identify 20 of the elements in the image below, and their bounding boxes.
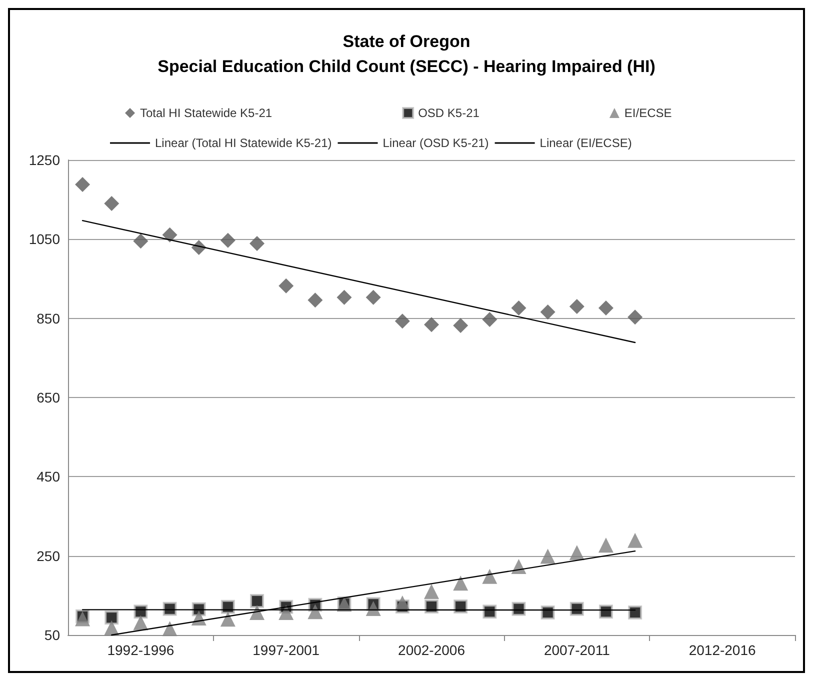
y-tick-label: 450 xyxy=(36,468,60,485)
chart-title: State of Oregon xyxy=(342,32,470,51)
legend-label: OSD K5-21 xyxy=(418,106,480,120)
x-tick-label: 2007-2011 xyxy=(544,642,610,658)
y-tick-label: 1250 xyxy=(28,152,60,168)
y-tick-label: 1050 xyxy=(28,231,60,248)
legend-label: Linear (OSD K5-21) xyxy=(382,136,489,150)
y-tick-label: 250 xyxy=(36,548,60,564)
y-tick-label: 850 xyxy=(36,310,60,326)
x-tick-label: 2002-2006 xyxy=(398,642,466,658)
x-tick-label: 1997-2001 xyxy=(252,642,320,658)
legend-label: Linear (EI/ECSE) xyxy=(540,136,632,150)
legend-label: Total HI Statewide K5-21 xyxy=(140,106,272,120)
legend-label: Linear (Total HI Statewide K5-21) xyxy=(155,136,332,150)
y-tick-label: 50 xyxy=(44,627,60,643)
chart-subtitle: Special Education Child Count (SECC) - Hearing Impaired (HI) xyxy=(158,57,656,76)
y-tick-label: 650 xyxy=(36,390,60,406)
legend-label: EI/ECSE xyxy=(624,106,672,120)
x-tick-label: 2012-2016 xyxy=(688,642,756,658)
x-tick-label: 1992-1996 xyxy=(107,642,174,658)
